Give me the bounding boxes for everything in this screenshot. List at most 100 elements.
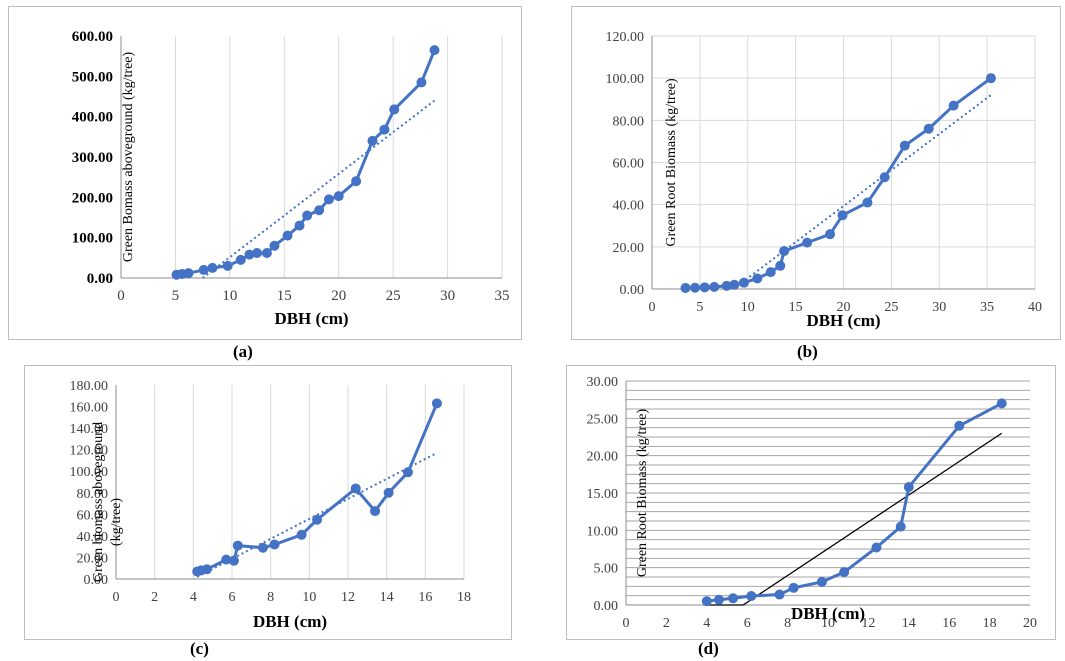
y-axis-title: Green Bomass aboveground (kg/tree) [121, 52, 136, 263]
y-tick-label: 600.00 [72, 29, 113, 45]
x-tick-label: 4 [190, 590, 197, 605]
x-tick-label: 12 [861, 616, 875, 631]
data-point [379, 124, 390, 135]
data-point [222, 260, 233, 271]
y-tick-label: 60.00 [77, 508, 109, 523]
y-tick-label: 120.00 [606, 30, 645, 45]
x-tick-label: 18 [457, 590, 471, 605]
data-point [713, 594, 724, 605]
x-tick-label: 0 [623, 616, 630, 631]
data-point [948, 100, 959, 111]
x-tick-label: 12 [341, 590, 355, 605]
y-tick-label: 200.00 [72, 190, 113, 206]
data-point [996, 398, 1007, 409]
data-point [816, 576, 827, 587]
y-tick-label: 20.00 [587, 450, 619, 465]
data-point [312, 514, 323, 525]
x-tick-label: 10 [302, 590, 316, 605]
data-point [774, 589, 785, 600]
x-tick-label: 0 [649, 300, 656, 315]
caption-d: (d) [698, 639, 719, 658]
y-axis-title: Green Root Biomass (kg/tree) [635, 408, 650, 577]
y-tick-label: 80.00 [613, 114, 645, 129]
chart-d-svg: 0 2 4 6 8 10 12 14 16 18 20 0.00 5.00 10.00 15.00 20.00… [587, 375, 1038, 631]
x-tick-label: 2 [663, 616, 670, 631]
x-tick-label: 5 [696, 300, 703, 315]
y-axis-title-unit: (kg/tree) [109, 498, 124, 547]
y-tick-label: 40.00 [77, 530, 109, 545]
y-tick-label: 100.00 [70, 465, 109, 480]
data-point [899, 140, 910, 151]
data-point [221, 554, 232, 565]
chart-frame-c [24, 365, 512, 640]
data-point [302, 210, 313, 221]
data-point [402, 467, 413, 478]
caption-b: (b) [797, 342, 818, 361]
y-tick-label: 80.00 [77, 487, 109, 502]
data-point [244, 249, 255, 260]
y-tick-label: 400.00 [72, 110, 113, 126]
x-tick-label: 6 [229, 590, 236, 605]
y-tick-label: 10.00 [587, 524, 619, 539]
x-tick-label: 8 [267, 590, 274, 605]
data-point [985, 73, 996, 84]
y-tick-label: 300.00 [72, 150, 113, 166]
y-tick-label: 0.00 [84, 573, 109, 588]
x-tick-label: 16 [418, 590, 432, 605]
chart-a-svg: 0 5 10 15 20 25 30 35 0.00 100.00 200.00 300.00 400.… [72, 29, 510, 328]
data-point [699, 282, 710, 293]
data-point [323, 194, 334, 205]
y-tick-label: 140.00 [70, 422, 109, 437]
data-point [895, 521, 906, 532]
chart-frame-a [8, 6, 522, 340]
x-tick-label: 2 [151, 590, 158, 605]
trendline [202, 99, 436, 279]
y-tick-label: 5.00 [594, 562, 619, 577]
x-tick-label: 14 [380, 590, 394, 605]
y-tick-label: 40.00 [613, 199, 645, 214]
series-line [685, 76, 992, 290]
x-tick-label: 10 [821, 616, 835, 631]
data-point [383, 487, 394, 498]
data-point [314, 205, 325, 216]
x-tick-label: 16 [942, 616, 956, 631]
data-point [728, 593, 739, 604]
data-point [294, 220, 305, 231]
chart-frame-b [571, 6, 1061, 340]
caption-c: (c) [190, 639, 209, 658]
data-point [429, 45, 440, 56]
x-tick-label: 8 [784, 616, 791, 631]
data-point [903, 482, 914, 493]
x-axis-title: DBH (cm) [274, 309, 348, 328]
data-point [333, 191, 344, 202]
y-axis-title: Green Root Biomass (kg/tree) [664, 78, 679, 247]
data-point [389, 104, 400, 115]
data-point [201, 564, 212, 575]
data-point [871, 542, 882, 553]
data-point [235, 254, 246, 265]
y-tick-label: 120.00 [70, 444, 109, 459]
y-tick-label: 100.00 [72, 231, 113, 247]
x-tick-label: 4 [703, 616, 710, 631]
data-point [954, 420, 965, 431]
x-tick-label: 20 [1023, 616, 1037, 631]
data-point [367, 135, 378, 146]
data-point [721, 280, 732, 291]
x-tick-label: 30 [932, 300, 946, 315]
y-tick-label: 0.00 [594, 599, 619, 614]
data-point [765, 267, 776, 278]
data-point [690, 282, 701, 293]
data-point [879, 172, 890, 183]
y-tick-label: 500.00 [72, 69, 113, 85]
x-tick-label: 15 [277, 288, 292, 304]
x-tick-label: 10 [741, 300, 755, 315]
data-point [680, 282, 691, 293]
y-tick-label: 180.00 [70, 379, 109, 394]
data-point [779, 246, 790, 257]
chart-c-svg: 0 2 4 6 8 10 12 14 16 180.0020.0040.0060.0080.001… [70, 379, 472, 631]
y-tick-label: 60.00 [613, 157, 645, 172]
data-point [351, 176, 362, 187]
x-axis-title: DBH (cm) [806, 311, 880, 330]
y-tick-label: 25.00 [587, 412, 619, 427]
x-tick-label: 0 [117, 288, 125, 304]
